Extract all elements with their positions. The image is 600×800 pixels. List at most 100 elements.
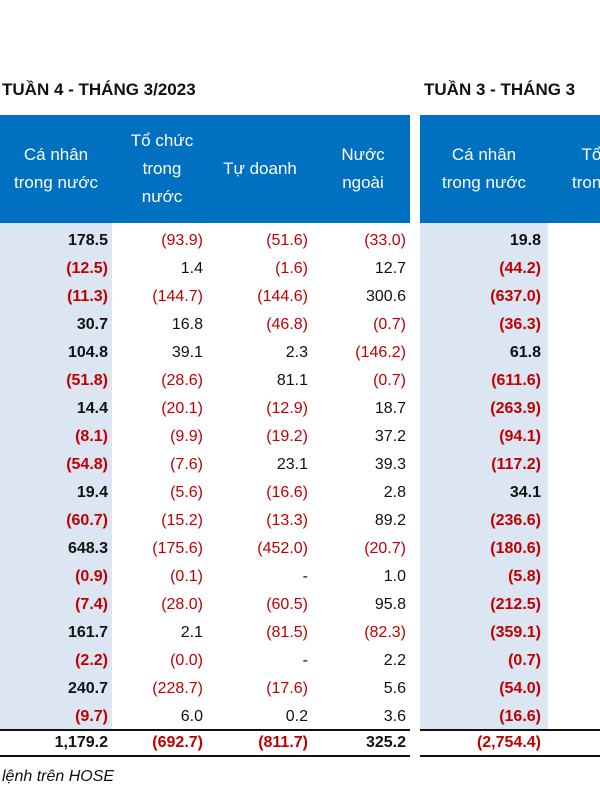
total-cell: 325.2 [365,734,406,751]
table-cell: 1.4 [180,260,203,277]
table-cell: (2.2) [75,652,108,669]
table-cell: 39.3 [374,456,406,473]
table-cell: (7.4) [75,596,108,613]
table-cell: (94.1) [499,428,541,445]
table-cell: 39.1 [171,344,203,361]
footnote: lệnh trên HOSE [2,768,115,785]
table-cell: (212.5) [490,596,541,613]
table-cell: (60.5) [266,596,308,613]
table-cell: (263.9) [490,400,541,417]
header-ca-nhan-right: Cá nhân trong nước [442,145,526,192]
table-cell: (0.0) [170,652,203,669]
table-cell: 34.1 [509,484,541,501]
table-cell: 240.7 [67,680,108,697]
table-cell: 19.4 [76,484,108,501]
table-cell: 89.2 [374,512,406,529]
total-row: 1,179.2 (692.7) (811.7) 325.2 (2,754.4) [0,731,600,755]
table-row: (2.2) (0.0) - 2.2 (0.7) [0,647,600,675]
table-row: 14.4 (20.1) (12.9) 18.7 (263.9) [0,395,600,423]
right-header-row: Cá nhân trong nước Tổ trong [420,115,600,223]
table-cell: (359.1) [490,624,541,641]
table-cell: 178.5 [67,232,108,249]
table-row: (11.3) (144.7) (144.6) 300.6 (637.0) [0,283,600,311]
table-row: (0.9) (0.1) - 1.0 (5.8) [0,563,600,591]
total-cell: (811.7) [258,734,308,751]
table-cell: (46.8) [266,316,308,333]
table-cell: (175.6) [152,540,203,557]
table-cell: (0.7) [508,652,541,669]
table-row: 19.4 (5.6) (16.6) 2.8 34.1 [0,479,600,507]
table-row: 178.5 (93.9) (51.6) (33.0) 19.8 [0,227,600,255]
table-cell: 6.0 [180,708,203,725]
table-cell: 648.3 [67,540,108,557]
table-cell: (8.1) [75,428,108,445]
total-cell: (2,754.4) [476,734,541,751]
table-cell: (17.6) [266,680,308,697]
table-cell: (15.2) [161,512,203,529]
total-cell: (692.7) [152,734,203,751]
right-total-divider [420,729,600,731]
left-header-row: Cá nhân trong nước Tổ chức trong nước Tự… [0,115,410,223]
table-cell: (0.7) [373,316,406,333]
table-cell: 19.8 [509,232,541,249]
table-cell: (60.7) [66,512,108,529]
right-shaded-column [420,223,548,729]
table-cell: - [302,652,308,669]
table-cell: 16.8 [171,316,203,333]
table-cell: 18.7 [374,400,406,417]
table-cell: 14.4 [76,400,108,417]
table-cell: 3.6 [383,708,406,725]
table-cell: (16.6) [499,708,541,725]
table-cell: (54.0) [499,680,541,697]
table-cell: (144.6) [257,288,308,305]
table-cell: (11.3) [67,288,108,305]
table-cell: (7.6) [170,456,203,473]
table-row: (51.8) (28.6) 81.1 (0.7) (611.6) [0,367,600,395]
table-cell: (117.2) [491,456,541,473]
table-cell: (5.6) [170,484,203,501]
table-cell: 0.2 [285,708,308,725]
left-total-divider [0,729,410,731]
table-cell: 300.6 [365,288,406,305]
table-row: 30.7 16.8 (46.8) (0.7) (36.3) [0,311,600,339]
table-cell: 1.0 [383,568,406,585]
table-cell: (180.6) [490,540,541,557]
table-row: (7.4) (28.0) (60.5) 95.8 (212.5) [0,591,600,619]
table-cell: (81.5) [266,624,308,641]
table-cell: (33.0) [364,232,406,249]
table-cell: 23.1 [276,456,308,473]
header-nuoc-ngoai: Nước ngoài [341,145,385,192]
table-cell: (13.3) [266,512,308,529]
table-cell: (452.0) [257,540,308,557]
table-cell: (16.6) [266,484,308,501]
table-cell: 2.3 [285,344,308,361]
table-cell: 95.8 [374,596,406,613]
table-cell: 2.8 [383,484,406,501]
header-tu-doanh: Tự doanh [223,159,297,178]
table-row: (54.8) (7.6) 23.1 39.3 (117.2) [0,451,600,479]
table-cell: (44.2) [499,260,541,277]
header-ca-nhan: Cá nhân trong nước [14,145,98,192]
table-row: 648.3 (175.6) (452.0) (20.7) (180.6) [0,535,600,563]
table-cell: (51.8) [66,372,108,389]
table-cell: (146.2) [355,344,406,361]
table-cell: 37.2 [374,428,406,445]
table-cell: (1.6) [275,260,308,277]
table-cell: (20.1) [161,400,203,417]
table-cell: (20.7) [364,540,406,557]
right-section-title: TUẦN 3 - THÁNG 3 [424,80,576,99]
table-cell: (228.7) [152,680,203,697]
right-bottom-border [420,755,600,757]
table-cell: (9.9) [170,428,203,445]
header-to-chuc-right: Tổ trong [572,145,600,192]
table-cell: (51.6) [266,232,308,249]
table-cell: 61.8 [509,344,541,361]
table-cell: 161.7 [67,624,108,641]
table-cell: (12.9) [266,400,308,417]
table-cell: (637.0) [490,288,541,305]
table-cell: (28.0) [161,596,203,613]
table-cell: (54.8) [66,456,108,473]
table-row: (60.7) (15.2) (13.3) 89.2 (236.6) [0,507,600,535]
left-shaded-column [0,223,112,729]
table-cell: 12.7 [374,260,406,277]
